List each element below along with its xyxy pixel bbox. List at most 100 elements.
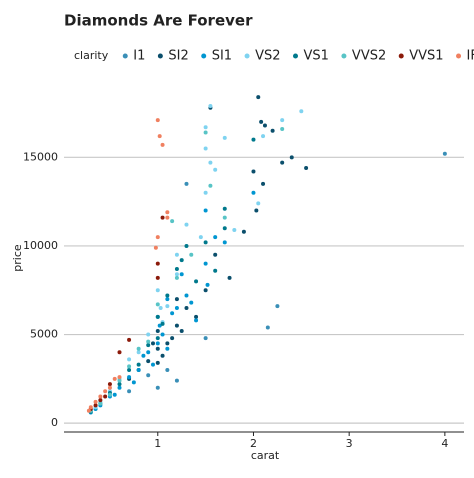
point [203, 288, 208, 293]
point [174, 323, 179, 328]
point [254, 208, 259, 213]
chart-title: Diamonds Are Forever [64, 12, 253, 30]
point [184, 293, 189, 298]
point [155, 118, 160, 123]
point [262, 123, 267, 128]
point [170, 311, 175, 316]
y-tick-label: 5000 [30, 328, 58, 341]
point [222, 215, 227, 220]
legend-label: IF [467, 49, 474, 64]
point [155, 314, 160, 319]
point [174, 275, 179, 280]
x-tick-label: 4 [441, 437, 448, 450]
point [304, 165, 309, 170]
point [150, 362, 155, 367]
point [194, 314, 199, 319]
point [280, 118, 285, 123]
point [251, 169, 256, 174]
point [251, 190, 256, 195]
point [141, 353, 146, 358]
y-axis-label: price [11, 244, 24, 272]
point [160, 215, 165, 220]
point [261, 134, 266, 139]
legend-label: VVS1 [409, 49, 443, 64]
point [136, 362, 141, 367]
point [213, 252, 218, 257]
point [213, 268, 218, 273]
point [222, 226, 227, 231]
point [165, 341, 170, 346]
point [136, 367, 141, 372]
point [194, 318, 199, 323]
point [179, 328, 184, 333]
point [146, 373, 151, 378]
point [174, 266, 179, 271]
legend-marker [122, 53, 128, 59]
point [174, 378, 179, 383]
point [203, 130, 208, 135]
x-tick-label: 1 [154, 437, 161, 450]
x-tick-label: 2 [250, 437, 257, 450]
point [165, 293, 170, 298]
point [98, 394, 103, 399]
point [160, 353, 165, 358]
point [280, 160, 285, 165]
point [165, 297, 170, 302]
point [98, 401, 103, 406]
point [127, 364, 132, 369]
point [208, 183, 213, 188]
point [194, 279, 199, 284]
point [127, 367, 132, 372]
point [155, 385, 160, 390]
point [155, 288, 160, 293]
point [184, 222, 189, 227]
point [174, 297, 179, 302]
point [203, 190, 208, 195]
point [136, 350, 141, 355]
point [157, 323, 162, 328]
legend-label: I1 [133, 49, 145, 64]
point [146, 332, 151, 337]
point [160, 321, 165, 326]
point [107, 382, 112, 387]
point [280, 126, 285, 131]
point [117, 375, 122, 380]
point [155, 261, 160, 266]
point [117, 382, 122, 387]
point [146, 359, 151, 364]
point [203, 240, 208, 245]
point [103, 389, 108, 394]
point [165, 346, 170, 351]
point [198, 235, 203, 240]
point [153, 245, 158, 250]
point [127, 357, 132, 362]
point [174, 252, 179, 257]
point [189, 300, 194, 305]
legend-marker [244, 53, 250, 59]
point [117, 378, 122, 383]
point [174, 272, 179, 277]
point [184, 243, 189, 248]
point [165, 304, 170, 309]
point [103, 394, 108, 399]
point [155, 275, 160, 280]
point [146, 350, 151, 355]
point [261, 181, 266, 186]
point [150, 341, 155, 346]
legend-label: VS2 [255, 49, 280, 64]
legend-marker [398, 53, 404, 59]
point [155, 235, 160, 240]
point [165, 367, 170, 372]
point [184, 305, 189, 310]
point [222, 135, 227, 140]
point [251, 137, 256, 142]
point [208, 103, 213, 108]
point [222, 206, 227, 211]
x-axis-label: carat [251, 449, 280, 462]
point [131, 380, 136, 385]
point [203, 208, 208, 213]
legend-label: SI2 [168, 49, 188, 64]
point [117, 350, 122, 355]
point [127, 389, 132, 394]
